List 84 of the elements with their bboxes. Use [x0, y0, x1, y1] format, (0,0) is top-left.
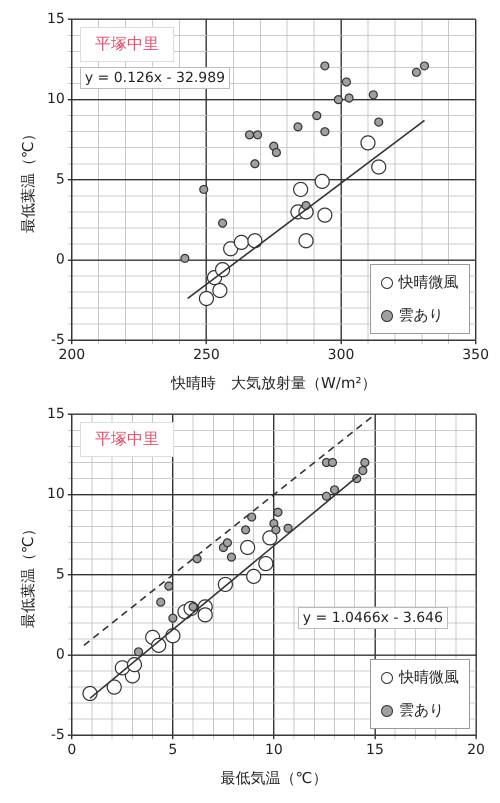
x-axis-title: 快晴時 大気放射量（W/m²） [170, 374, 376, 392]
point [374, 117, 384, 127]
point [271, 525, 281, 534]
point [222, 538, 232, 548]
x-tick-label: 300 [328, 347, 354, 364]
point [342, 77, 352, 87]
point [198, 607, 213, 622]
point [82, 686, 98, 702]
point [330, 485, 340, 494]
point [272, 148, 282, 158]
point [368, 90, 378, 100]
point [212, 282, 228, 298]
x-tick-label: 0 [67, 742, 76, 758]
y-tick-label: -5 [50, 332, 65, 348]
point [412, 68, 422, 77]
x-tick-label: 250 [193, 347, 220, 364]
annotation: y = 0.126x - 32.989 [80, 67, 230, 90]
x-tick-label: 20 [467, 742, 485, 758]
point [247, 512, 256, 522]
point [252, 130, 262, 140]
point [226, 552, 236, 562]
point [360, 458, 370, 468]
annotation: y = 1.0466x - 3.646 [298, 606, 448, 629]
point [198, 290, 214, 306]
point [273, 508, 283, 517]
x-tick-label: 15 [366, 742, 384, 758]
y-tick-label: 10 [46, 91, 65, 108]
y-tick-label: 15 [46, 406, 65, 422]
point [168, 614, 178, 623]
annotation: 平塚中里 [80, 422, 174, 458]
point [247, 233, 262, 248]
point [420, 61, 430, 71]
x-tick-label: 5 [168, 742, 178, 758]
point [293, 182, 308, 198]
point [371, 159, 386, 175]
y-axis-title: 最低葉温（℃） [18, 521, 37, 628]
point [218, 218, 228, 228]
x-tick-label: 200 [58, 347, 86, 364]
point [180, 254, 190, 263]
y-tick-label: 15 [46, 11, 65, 28]
annotation: 平塚中里 [80, 27, 174, 62]
legend-label: 快晴微風 [398, 273, 459, 292]
point [293, 122, 303, 132]
point [322, 492, 332, 501]
point [344, 93, 354, 103]
point [244, 130, 254, 140]
point [164, 581, 174, 591]
point [334, 95, 343, 104]
y-tick-label: 10 [46, 486, 65, 502]
point [258, 556, 274, 572]
point [328, 458, 338, 468]
point [262, 530, 278, 546]
point [199, 184, 208, 194]
point [358, 466, 368, 476]
point [360, 135, 376, 151]
point [314, 174, 330, 190]
point [240, 540, 256, 556]
y-tick-label: 5 [56, 566, 65, 582]
y-tick-label: 5 [56, 171, 65, 188]
point [241, 525, 250, 534]
x-tick-label: 10 [264, 742, 283, 758]
point [156, 597, 166, 607]
point [106, 679, 122, 695]
legend-label: 快晴微風 [399, 668, 459, 688]
y-axis-title: 最低葉温（℃） [18, 126, 37, 234]
point [283, 524, 293, 533]
point [192, 554, 202, 564]
point [250, 159, 260, 168]
legend-label: 雲あり [399, 701, 444, 720]
x-tick-label: 350 [462, 347, 490, 364]
point [320, 61, 330, 71]
y-tick-label: 0 [56, 252, 65, 268]
legend-label: 雲あり [398, 306, 444, 326]
point [223, 241, 238, 256]
point [317, 207, 332, 223]
point [134, 647, 144, 656]
y-tick-label: -5 [50, 726, 65, 743]
point [312, 111, 322, 120]
y-tick-label: 0 [56, 646, 65, 663]
point [234, 234, 250, 250]
x-axis-title: 最低気温（℃） [220, 768, 328, 787]
point [298, 233, 314, 248]
point [320, 127, 330, 136]
point [246, 568, 262, 584]
